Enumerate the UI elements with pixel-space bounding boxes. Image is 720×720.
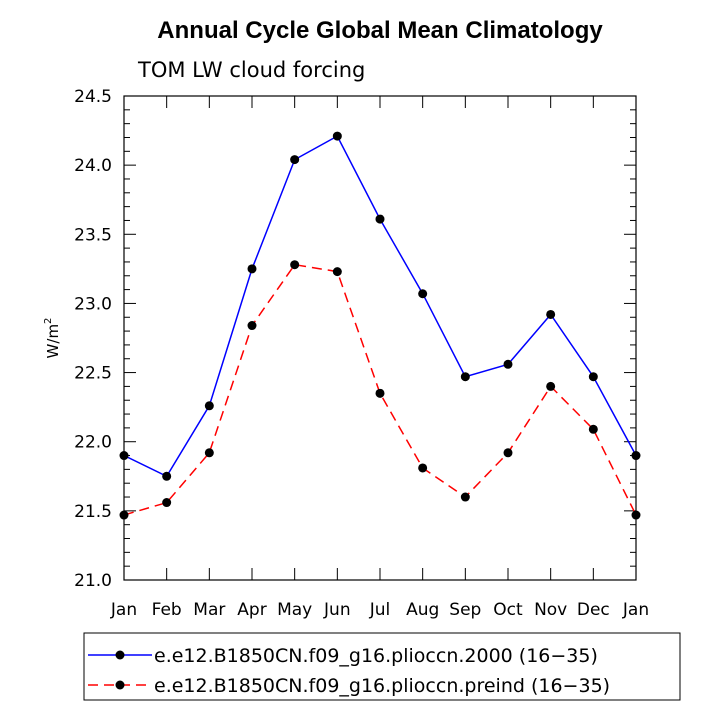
series-2-point bbox=[119, 510, 129, 520]
series-2-point bbox=[162, 498, 172, 508]
x-tick-label: Dec bbox=[577, 600, 610, 620]
y-axis-label: W/m2 bbox=[43, 318, 62, 359]
x-ticks: Jan Feb Mar Apr May Jun Jul Aug Sep Oct Nov Dec Jan bbox=[110, 96, 649, 620]
y-ticks: 21.0 21.5 22.0 22.5 23.0 23.5 24.0 24.5 bbox=[74, 87, 636, 591]
legend-marker-2 bbox=[115, 680, 125, 690]
series-2-point bbox=[460, 492, 470, 502]
series-1-point bbox=[332, 131, 342, 141]
series-1-point bbox=[119, 451, 129, 461]
series-2-point bbox=[418, 463, 428, 473]
series-layer bbox=[119, 131, 641, 520]
series-1-point bbox=[588, 372, 598, 382]
y-axis-label-text: W/m bbox=[44, 324, 62, 359]
x-tick-label: Mar bbox=[193, 600, 225, 620]
x-tick-label: May bbox=[277, 600, 312, 620]
legend-box bbox=[83, 632, 681, 701]
series-1-point bbox=[460, 372, 470, 382]
x-tick-label: Nov bbox=[534, 600, 567, 620]
series-2-point bbox=[588, 424, 598, 434]
y-tick-label: 23.0 bbox=[74, 294, 112, 314]
x-tick-label: Apr bbox=[237, 600, 266, 620]
svg-text:W/m2: W/m2 bbox=[43, 318, 62, 359]
y-tick-label: 23.5 bbox=[74, 225, 112, 245]
legend: e.e12.B1850CN.f09_g16.plioccn.2000 (16−3… bbox=[83, 632, 681, 701]
series-line-1 bbox=[123, 135, 637, 478]
series-1-point bbox=[247, 264, 257, 274]
series-1-point bbox=[162, 471, 172, 481]
series-2-point bbox=[503, 448, 513, 458]
series-2-point bbox=[290, 260, 300, 270]
plot-border bbox=[123, 95, 637, 581]
series-1-point bbox=[204, 401, 214, 411]
legend-label-1: e.e12.B1850CN.f09_g16.plioccn.2000 (16−3… bbox=[154, 645, 598, 667]
series-2-point bbox=[375, 388, 385, 398]
series-1-point bbox=[290, 155, 300, 165]
x-tick-label: Jan bbox=[622, 600, 649, 620]
y-tick-label: 24.0 bbox=[74, 156, 112, 176]
series-1-point bbox=[375, 214, 385, 224]
x-tick-label: Oct bbox=[493, 600, 523, 620]
y-tick-label: 22.0 bbox=[74, 433, 112, 453]
y-tick-label: 22.5 bbox=[74, 364, 112, 384]
series-2-point bbox=[546, 381, 556, 391]
x-tick-label: Jan bbox=[110, 600, 137, 620]
x-tick-label: Jul bbox=[369, 600, 391, 620]
plot-frame bbox=[123, 95, 637, 581]
series-2-point bbox=[247, 321, 257, 331]
series-2-point bbox=[204, 448, 214, 458]
chart-subtitle: TOM LW cloud forcing bbox=[137, 58, 365, 82]
series-1-point bbox=[546, 309, 556, 319]
y-axis-label-superscript: 2 bbox=[43, 318, 54, 324]
series-1-point bbox=[631, 451, 641, 461]
series-2-point bbox=[631, 510, 641, 520]
y-tick-label: 21.5 bbox=[74, 502, 112, 522]
y-tick-label: 21.0 bbox=[74, 571, 112, 591]
x-tick-label: Aug bbox=[406, 600, 439, 620]
chart-title: Annual Cycle Global Mean Climatology bbox=[157, 17, 603, 44]
x-tick-label: Sep bbox=[449, 600, 481, 620]
legend-label-2: e.e12.B1850CN.f09_g16.plioccn.preind (16… bbox=[154, 675, 610, 697]
x-tick-label: Feb bbox=[152, 600, 182, 620]
series-2-point bbox=[332, 267, 342, 277]
y-tick-label: 24.5 bbox=[74, 87, 112, 107]
legend-marker-1 bbox=[115, 650, 125, 660]
series-1-point bbox=[503, 359, 513, 369]
x-tick-label: Jun bbox=[323, 600, 351, 620]
series-1-point bbox=[418, 289, 428, 299]
